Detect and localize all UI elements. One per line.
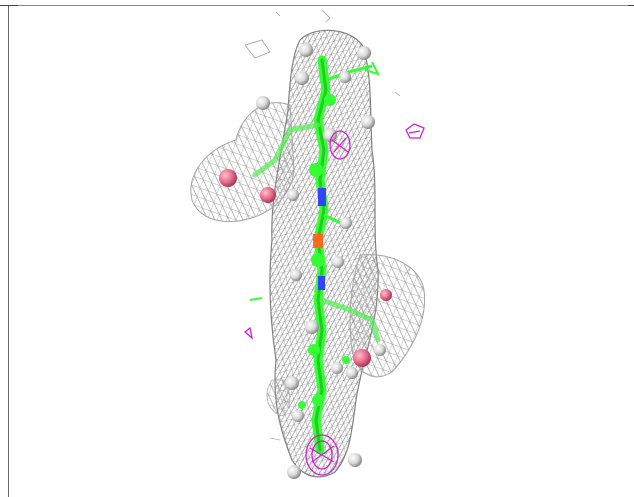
orange-atom <box>313 234 323 248</box>
difference-density-mesh <box>243 123 425 476</box>
oxygen-spheres <box>219 169 392 367</box>
viewport-corner-tick-left <box>0 5 18 6</box>
viewport-corner-tick-right <box>628 5 634 6</box>
hydrogen-spheres <box>256 43 386 479</box>
nitrogen-atom <box>318 188 326 206</box>
viewport-left-border <box>8 5 9 497</box>
ligand-stick-model <box>249 55 381 455</box>
nitrogen-atom <box>318 276 325 290</box>
viewport-top-border <box>0 5 634 6</box>
